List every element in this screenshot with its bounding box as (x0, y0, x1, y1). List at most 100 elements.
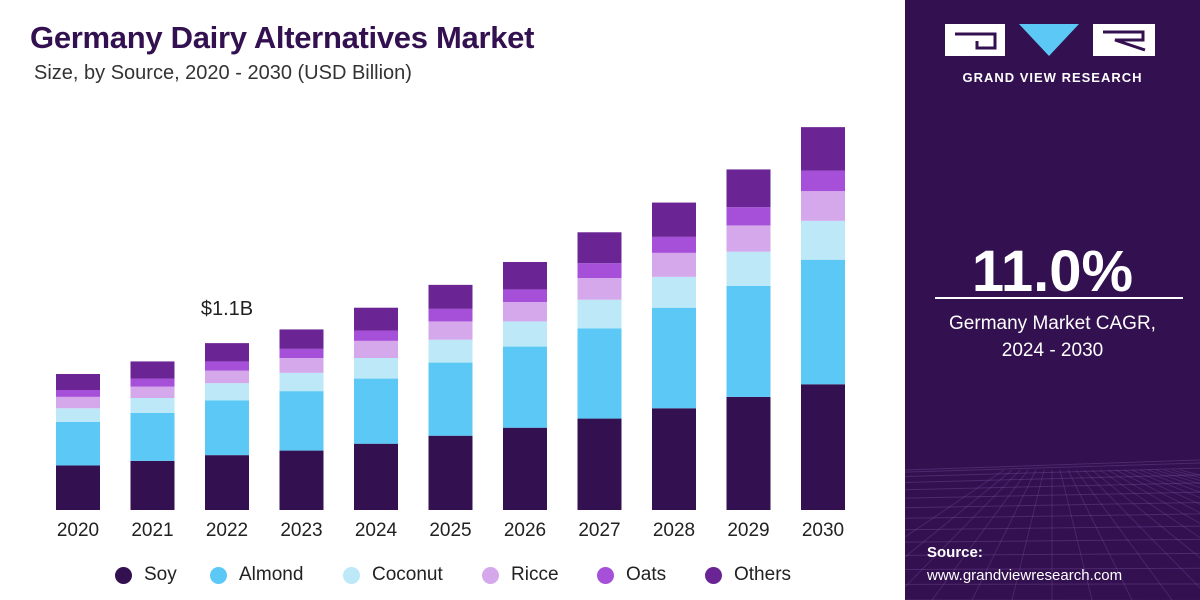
bar-segment-oats-2023 (279, 348, 324, 358)
bar-segment-coconut-2029 (726, 251, 771, 286)
bar-segment-ricce-2030 (801, 191, 845, 221)
chart-panel: Germany Dairy Alternatives Market Size, … (0, 20, 905, 588)
bar-segment-coconut-2026 (503, 321, 547, 347)
grid-line (1083, 469, 1200, 589)
bar-segment-coconut-2030 (801, 220, 845, 260)
bar-segment-ricce-2023 (279, 358, 324, 373)
bar-segment-ricce-2021 (130, 386, 175, 398)
grid-line (905, 502, 1200, 509)
x-tick-label-2021: 2021 (131, 520, 173, 541)
bar-segment-others-2029 (726, 169, 771, 208)
legend-label-oats: Oats (626, 564, 667, 585)
grid-line (971, 469, 1037, 600)
bar-segment-others-2027 (577, 232, 622, 264)
x-tick-label-2027: 2027 (578, 520, 620, 541)
cagr-label: Germany Market CAGR, 2024 - 2030 (905, 310, 1200, 364)
legend-item-ricce: Ricce (482, 562, 559, 588)
bar-segment-ricce-2029 (726, 225, 771, 252)
bar-segment-soy-2026 (503, 427, 547, 510)
x-tick-label-2030: 2030 (802, 520, 844, 541)
cagr-label-line1: Germany Market CAGR, (949, 313, 1156, 334)
legend-label-others: Others (734, 564, 792, 585)
grid-line (1059, 469, 1093, 600)
bar-segment-soy-2020 (56, 465, 100, 510)
grid-line (1099, 469, 1200, 539)
x-tick-label-2025: 2025 (429, 520, 471, 541)
legend-item-coconut: Coconut (343, 562, 443, 588)
bar-segment-coconut-2023 (279, 372, 324, 392)
decorative-grid-background (905, 459, 1200, 600)
legend-swatch-soy (115, 566, 132, 584)
bar-segment-soy-2022 (205, 455, 249, 510)
bar-segment-almond-2028 (652, 307, 696, 409)
x-tick-label-2026: 2026 (504, 520, 546, 541)
bar-segment-oats-2020 (56, 390, 100, 397)
grid-line (905, 482, 1200, 491)
grid-line (905, 469, 1013, 558)
grid-line (1107, 469, 1200, 524)
legend-swatch-ricce (482, 566, 499, 584)
grid-line (905, 552, 1200, 556)
bar-segment-others-2026 (503, 262, 547, 290)
bar-segment-others-2030 (801, 127, 845, 171)
grid-line (905, 567, 1200, 571)
legend-item-oats: Oats (597, 562, 666, 588)
cagr-value: 11.0% (971, 239, 1134, 304)
bar-segment-others-2021 (130, 361, 175, 379)
grid-line (1131, 469, 1200, 499)
grid-line (1075, 469, 1173, 600)
x-tick-label-2028: 2028 (653, 520, 695, 541)
legend-swatch-oats (597, 566, 614, 584)
legend-label-almond: Almond (239, 564, 304, 585)
bar-segment-soy-2028 (652, 408, 696, 510)
grid-line (1067, 469, 1133, 600)
legend-swatch-others (705, 566, 722, 584)
bar-segment-soy-2024 (354, 443, 398, 510)
bar-segment-almond-2023 (279, 391, 324, 451)
bar-segment-others-2028 (652, 202, 696, 237)
source-label: Source: (927, 544, 983, 561)
bar-segment-oats-2026 (503, 289, 547, 302)
bar-segment-ricce-2022 (205, 370, 249, 384)
grid-line (1011, 469, 1045, 600)
bar-segment-oats-2028 (652, 236, 696, 253)
source-url[interactable]: www.grandviewresearch.com (927, 567, 1123, 584)
bar-segment-oats-2030 (801, 170, 845, 192)
bar-segment-almond-2027 (577, 328, 622, 419)
x-tick-label-2024: 2024 (355, 520, 398, 541)
bar-segment-oats-2025 (428, 308, 473, 322)
bar-segment-coconut-2024 (354, 358, 398, 379)
bar-segment-ricce-2027 (577, 278, 622, 300)
legend-label-soy: Soy (144, 564, 177, 585)
grid-line (905, 491, 1200, 499)
cagr-divider (935, 297, 1183, 299)
grid-line (1091, 469, 1200, 559)
grid-line (905, 459, 1200, 471)
bar-segment-almond-2020 (56, 422, 100, 466)
grid-line (905, 469, 1005, 538)
legend-label-coconut: Coconut (372, 564, 443, 585)
bar-segment-oats-2021 (130, 378, 175, 387)
grid-line (905, 474, 1200, 483)
grid-line (905, 538, 1200, 543)
bar-segment-others-2025 (428, 284, 473, 309)
bar-segment-oats-2029 (726, 207, 771, 226)
bar-segment-almond-2022 (205, 400, 249, 456)
bar-segment-others-2020 (56, 374, 100, 390)
bar-segment-others-2024 (354, 307, 398, 331)
bar-segment-soy-2027 (577, 418, 622, 510)
bar-segment-coconut-2021 (130, 398, 175, 413)
bar-segment-ricce-2024 (354, 340, 398, 358)
bar-segment-ricce-2025 (428, 321, 473, 340)
bar-segment-almond-2026 (503, 346, 547, 428)
bar-segment-soy-2029 (726, 396, 771, 510)
bar-segment-almond-2024 (354, 378, 398, 444)
stacked-bar-chart: 2020 2021 2022 2023 2024 2025 2026 2027 2028 2029… (56, 127, 845, 541)
grid-line (905, 467, 1200, 478)
bar-segment-coconut-2028 (652, 276, 696, 308)
bar-segment-almond-2025 (428, 362, 473, 436)
chart-legend: Soy Almond Coconut Ricce Oats Others (0, 562, 905, 588)
bar-segment-oats-2027 (577, 263, 622, 278)
bar-segment-almond-2030 (801, 259, 845, 385)
bar-segment-almond-2021 (130, 412, 175, 461)
